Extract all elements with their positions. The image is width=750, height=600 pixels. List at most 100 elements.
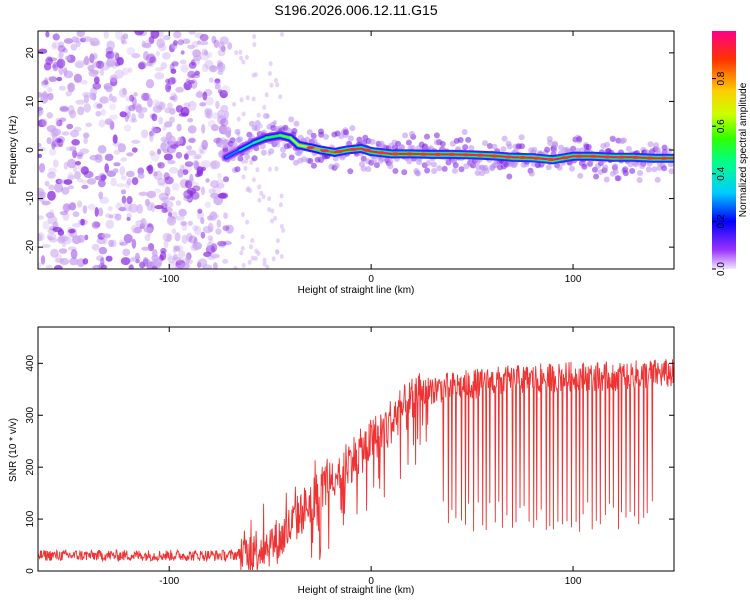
ridge-peak (518, 156, 527, 159)
noise-speckle (160, 202, 168, 210)
noise-speckle (99, 96, 109, 104)
noise-speckle (179, 59, 187, 65)
noise-speckle (95, 60, 105, 69)
ridge-halo (458, 166, 465, 173)
noise-speckle (241, 262, 246, 268)
noise-speckle (62, 48, 68, 53)
noise-speckle (141, 92, 150, 101)
noise-speckle (219, 90, 228, 99)
noise-speckle (45, 31, 50, 38)
noise-speckle (187, 220, 193, 226)
noise-speckle (116, 183, 126, 188)
noise-speckle (149, 150, 155, 157)
noise-speckle (96, 255, 104, 262)
noise-speckle (245, 187, 250, 193)
noise-speckle (238, 49, 243, 55)
noise-speckle (157, 148, 162, 155)
noise-speckle (104, 163, 109, 173)
noise-speckle (164, 186, 171, 197)
noise-speckle (69, 146, 77, 152)
snr-marks (38, 359, 674, 571)
ridge-halo (387, 158, 394, 165)
ridge-peak (462, 153, 470, 157)
noise-speckle (98, 246, 108, 255)
noise-speckle (49, 209, 55, 216)
noise-speckle (138, 62, 146, 70)
ridge-halo (614, 175, 621, 182)
noise-speckle (176, 257, 185, 264)
noise-speckle (167, 102, 173, 109)
noise-speckle (175, 200, 182, 206)
ridge-peak (433, 152, 442, 156)
noise-speckle (52, 33, 60, 41)
noise-speckle (110, 178, 117, 187)
noise-speckle (140, 217, 147, 228)
noise-speckle (105, 255, 113, 262)
noise-speckle (267, 71, 272, 76)
noise-speckle (45, 57, 54, 66)
snr-frame (37, 326, 675, 572)
noise-speckle (61, 131, 70, 136)
noise-speckle (250, 238, 255, 244)
noise-speckle (47, 92, 54, 101)
noise-speckle (201, 48, 208, 56)
noise-speckle (75, 40, 81, 48)
noise-speckle (111, 213, 119, 219)
noise-speckle (172, 245, 177, 254)
ridge-halo (401, 169, 408, 176)
noise-speckle (187, 125, 197, 134)
noise-speckle (81, 184, 89, 190)
noise-speckle (186, 145, 193, 150)
noise-speckle (199, 102, 207, 107)
noise-speckle (93, 76, 100, 84)
noise-speckle (113, 162, 121, 167)
noise-speckle (210, 192, 220, 199)
noise-speckle (204, 50, 208, 56)
noise-speckle (207, 222, 214, 233)
noise-speckle (47, 235, 53, 241)
noise-speckle (120, 157, 128, 162)
ridge-halo (424, 133, 430, 140)
noise-speckle (270, 208, 275, 214)
noise-speckle (162, 232, 173, 242)
noise-speckle (129, 118, 138, 123)
noise-speckle (190, 244, 200, 252)
noise-speckle (187, 80, 195, 84)
noise-speckle (213, 80, 222, 86)
noise-speckle (215, 100, 220, 109)
noise-speckle (170, 144, 179, 149)
ridge-halo (237, 136, 244, 143)
noise-speckle (38, 163, 46, 173)
ridge-halo (392, 168, 399, 174)
noise-speckle (137, 173, 145, 179)
noise-speckle (52, 159, 59, 168)
noise-speckle (225, 224, 234, 234)
ridge-halo (622, 170, 629, 177)
noise-speckle (185, 254, 191, 264)
noise-speckle (171, 228, 177, 234)
noise-speckle (281, 227, 286, 233)
ridge-halo (551, 147, 558, 154)
noise-speckle (278, 202, 283, 208)
noise-speckle (169, 116, 175, 124)
noise-speckle (128, 203, 139, 213)
noise-speckle (58, 85, 66, 91)
noise-speckle (106, 40, 115, 51)
noise-speckle (131, 177, 139, 186)
noise-speckle (141, 106, 148, 113)
ridge-halo (661, 144, 668, 151)
noise-speckle (187, 100, 197, 111)
noise-speckle (61, 242, 67, 248)
noise-speckle (192, 224, 199, 231)
snr-axes: -100 0 100 0 100 200 300 400 (25, 327, 674, 587)
noise-speckle (65, 55, 72, 61)
x-tick-label: 100 (565, 576, 582, 587)
x-tick-label: 0 (368, 576, 374, 587)
noise-speckle (51, 141, 59, 147)
noise-speckle (161, 207, 168, 213)
noise-speckle (69, 129, 80, 138)
ridge-halo (402, 132, 409, 139)
noise-speckle (181, 234, 188, 244)
noise-speckle (220, 118, 229, 127)
ridge-halo (223, 176, 229, 183)
